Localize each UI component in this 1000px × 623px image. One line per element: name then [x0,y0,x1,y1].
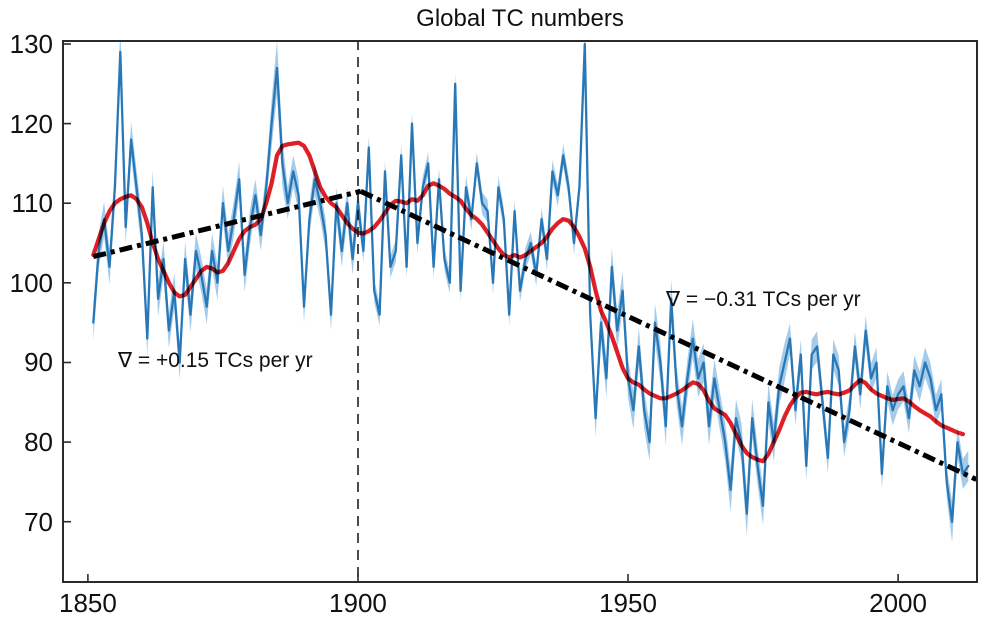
trend-annotation-pre-1900: ∇ = +0.15 TCs per yr [118,349,313,372]
y-tick-label: 120 [9,108,53,139]
y-tick-label: 70 [24,506,53,537]
chart-title: Global TC numbers [416,5,624,32]
plot-frame [62,40,978,583]
x-tick-label: 1900 [329,588,387,618]
x-tick-label: 1850 [59,588,117,618]
y-tick-label: 80 [24,427,53,458]
x-tick-label: 2000 [869,588,927,618]
trend-annotation-post-1900: ∇ = −0.31 TCs per yr [666,288,861,311]
y-tick-label: 130 [9,28,53,59]
annual-series-line [92,42,970,523]
x-tick-label: 1950 [599,588,657,618]
trend-line-post-1900 [359,189,978,482]
y-tick-label: 90 [24,347,53,378]
trend-line-pre-1900 [92,188,362,260]
plot-area [62,40,978,583]
smoothed-series-line [91,140,966,464]
y-tick-label: 110 [11,188,53,219]
y-tick-label: 100 [9,267,53,298]
